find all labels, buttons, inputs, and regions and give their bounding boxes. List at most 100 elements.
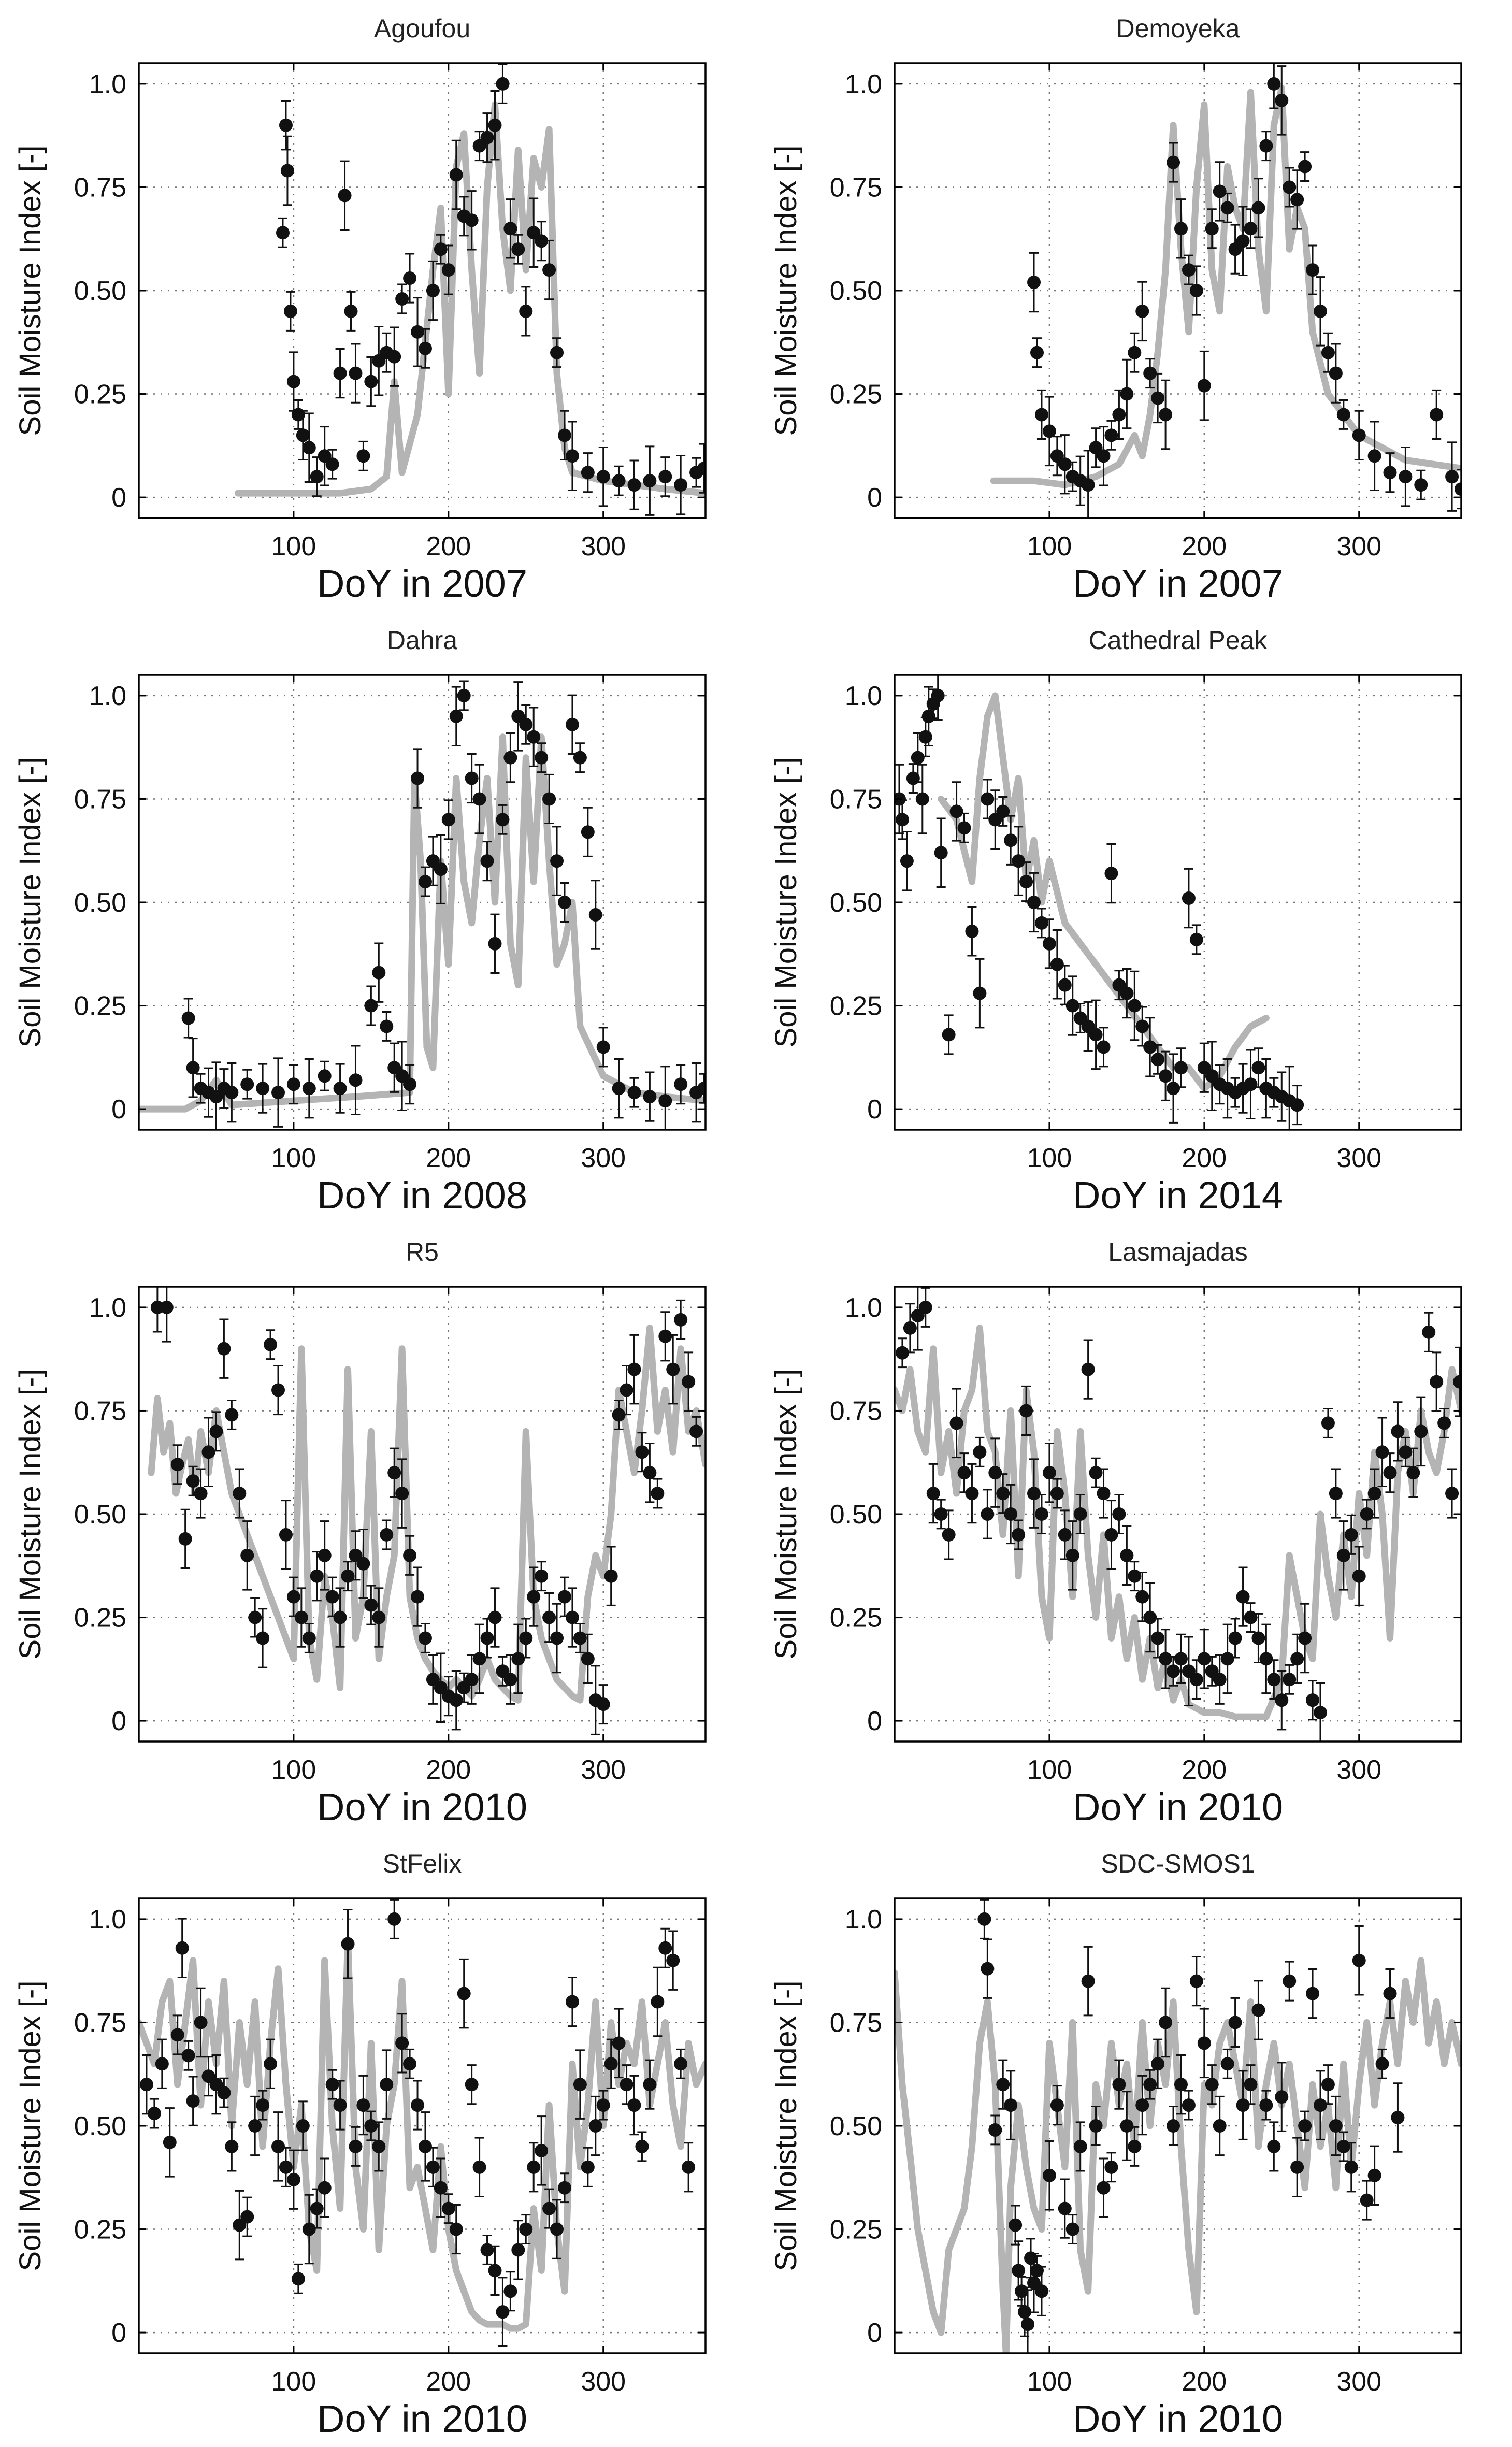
observation-point [1189,265,1203,316]
observation-marker [480,854,494,868]
observation-marker [635,2139,649,2153]
observation-marker [496,2305,510,2319]
observation-marker [895,813,909,827]
observation-point [1236,1566,1250,1627]
observation-marker [233,1487,247,1501]
observation-marker [1259,139,1273,153]
observation-series [276,63,705,516]
observation-marker [155,2057,169,2071]
observation-point [1042,396,1056,467]
observation-marker [1445,470,1459,484]
x-tick-label: 200 [426,531,471,562]
observation-point [565,1587,579,1648]
observation-point [209,1411,223,1452]
observation-marker [643,2078,657,2092]
observation-point [186,1038,200,1098]
observation-point [1352,1546,1366,1606]
observation-marker [1244,222,1258,236]
observation-point [1283,1961,1297,2002]
observation-marker [1383,1987,1397,2000]
observation-marker [364,375,378,388]
observation-marker [279,2160,293,2174]
observation-point [496,63,510,104]
observation-point [181,2040,195,2071]
observation-marker [895,1346,909,1360]
observation-point [1244,208,1258,249]
y-tick-label: 0.50 [74,888,126,918]
observation-point [1004,1484,1018,1545]
observation-marker [682,2160,696,2174]
observation-point [1143,358,1157,389]
observation-point [1455,469,1461,510]
observation-marker [248,1610,262,1624]
observation-marker [1182,891,1196,905]
observation-point [612,2008,626,2079]
observation-marker [1422,1325,1436,1339]
observation-point [465,190,479,251]
observation-point [364,1585,378,1625]
observation-point [276,217,290,248]
observation-marker [1399,1445,1413,1459]
observation-point [155,2038,169,2089]
observation-marker [503,751,517,765]
panel-sdc-smos1: SDC-SMOS1 100 200 300 0 0.25 0.50 0.75 1.0 DoY in… [756,1835,1511,2447]
observation-point [480,841,494,882]
y-axis-label: Soil Moisture Index [-] [13,146,47,436]
observation-point [519,704,533,745]
observation-marker [1104,428,1118,442]
observation-marker [1034,916,1048,930]
observation-marker [1135,304,1149,318]
observation-marker [1081,478,1095,492]
observation-marker [175,1941,189,1955]
observation-marker [276,226,290,240]
chart-title: StFelix [383,1849,462,1878]
observation-point [457,680,471,711]
y-tick-label: 1.0 [845,69,882,99]
observation-marker [1391,1424,1405,1438]
observation-point [1251,1613,1265,1664]
observation-marker [527,1590,541,1604]
observation-point [1065,975,1079,1036]
observation-point [581,1633,595,1684]
y-tick-label: 0.50 [830,1500,882,1530]
observation-point [643,445,657,516]
observation-point [1213,161,1227,222]
observation-marker [372,1610,386,1624]
observation-marker [194,2016,208,2029]
observation-point [1042,918,1056,969]
observation-marker [1009,2218,1023,2232]
observation-marker [1455,482,1461,496]
observation-marker [1042,424,1056,438]
observation-point [380,1519,394,1550]
observation-series [895,1287,1461,1741]
observation-point [1453,1346,1461,1417]
observation-marker [957,821,971,835]
observation-marker [1283,1673,1297,1687]
observation-series [895,675,1304,1130]
observation-marker [1197,2036,1211,2050]
observation-marker [1182,2098,1196,2112]
observation-marker [1189,284,1203,297]
observation-marker [488,1610,502,1624]
observation-point [395,1458,409,1529]
panel-demoyeka: Demoyeka 100 200 300 0 0.25 0.50 0.75 1.0 DoY in … [756,0,1511,612]
observation-marker [1236,1590,1250,1604]
y-tick-label: 0 [111,1706,126,1736]
observation-marker [627,1362,641,1376]
observation-marker [1336,1548,1350,1562]
observation-point [356,2075,370,2136]
observation-marker [1430,408,1444,422]
x-tick-label: 300 [1336,1755,1381,1785]
observation-marker [170,2028,184,2042]
chart-title: Agoufou [374,14,470,43]
observation-point [349,343,363,404]
observation-point [643,2059,657,2110]
observation-point [1197,1629,1211,1689]
observation-marker [1135,1590,1149,1604]
observation-point [1422,1312,1436,1352]
observation-marker [178,1532,192,1546]
observation-point [596,1027,610,1068]
observation-point [1167,142,1180,183]
observation-point [194,1468,208,1519]
